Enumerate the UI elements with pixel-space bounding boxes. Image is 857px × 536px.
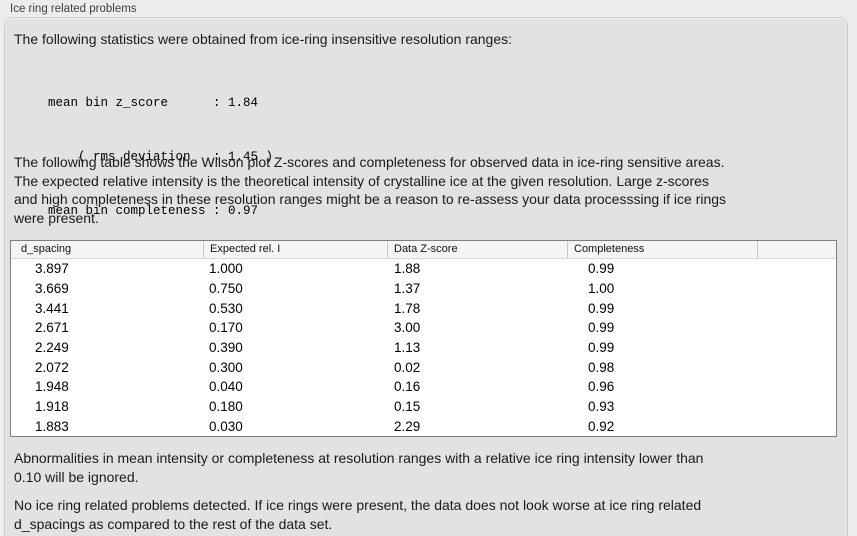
table-row[interactable]: 2.072 0.300 0.02 0.98 [11,357,836,377]
table-row[interactable]: 2.249 0.390 1.13 0.99 [11,338,836,358]
conclusion-text: No ice ring related problems detected. I… [14,496,701,533]
table-cell: 2.072 [35,359,69,375]
table-cell: 1.13 [394,340,421,356]
description-text: The following table shows the Wilson plo… [14,153,726,227]
table-row[interactable]: 1.948 0.040 0.16 0.96 [11,377,836,397]
table-cell: 3.00 [394,320,421,336]
table-cell: 3.897 [35,261,69,277]
description-line: The expected relative intensity is the t… [14,172,709,189]
table-cell: 0.530 [209,300,243,316]
table-cell: 0.030 [209,418,243,434]
table-cell: 0.15 [394,399,421,415]
table-row[interactable]: 1.918 0.180 0.15 0.93 [11,397,836,417]
intro-line: The following statistics were obtained f… [14,31,513,47]
ice-ring-table: d_spacing Expected rel. I Data Z-score C… [10,240,837,437]
table-cell: 0.92 [588,418,615,434]
table-cell: 0.180 [209,399,243,415]
table-cell: 0.96 [588,379,615,395]
column-header-completeness[interactable]: Completeness [568,241,758,258]
table-cell: 0.98 [588,359,615,375]
table-cell: 1.948 [35,379,69,395]
table-cell: 0.300 [209,359,243,375]
table-cell: 1.883 [35,418,69,434]
column-header-data-z-score[interactable]: Data Z-score [388,241,568,258]
table-cell: 3.669 [35,281,69,296]
table-cell: 0.16 [394,379,421,395]
table-row[interactable]: 3.669 0.750 1.37 1.00 [11,279,836,299]
table-cell: 0.99 [588,340,615,356]
table-cell: 0.02 [394,359,421,375]
table-header-row: d_spacing Expected rel. I Data Z-score C… [11,241,836,259]
table-row[interactable]: 3.441 0.530 1.78 0.99 [11,298,836,318]
table-cell: 2.671 [35,320,69,336]
note-line: 0.10 will be ignored. [14,468,139,485]
column-header-empty [758,241,836,258]
table-cell: 1.918 [35,399,69,415]
table-row[interactable]: 1.883 0.030 2.29 0.92 [11,416,836,436]
table-row[interactable]: 2.671 0.170 3.00 0.99 [11,318,836,338]
conclusion-line: No ice ring related problems detected. I… [14,497,702,513]
intro-text: The following statistics were obtained f… [14,30,512,49]
table-cell: 0.040 [209,379,243,395]
table-cell: 1.00 [588,281,615,296]
table-row[interactable]: 3.897 1.000 1.88 0.99 [11,259,836,279]
table-cell: 2.249 [35,340,69,356]
table-body: 3.897 1.000 1.88 0.99 3.669 0.750 1.37 1.00 3.44… [11,259,836,436]
table-cell: 0.99 [588,261,615,277]
panel-title: Ice ring related problems [10,3,137,15]
description-line: and high completeness in these resolutio… [14,191,727,207]
table-cell: 1.88 [394,261,421,277]
description-line: were present. [14,209,99,226]
description-line: The following table shows the Wilson plo… [14,154,725,170]
column-header-expected-rel-i[interactable]: Expected rel. I [204,241,388,258]
table-cell: 3.441 [35,300,69,316]
table-cell: 2.29 [394,418,421,434]
table-cell: 1.000 [209,261,243,277]
stat-mean-bin-completeness: mean bin completeness : 0.97 [48,204,259,218]
table-cell: 0.750 [209,281,243,296]
table-cell: 0.93 [588,399,615,415]
table-cell: 0.390 [209,340,243,356]
note-text: Abnormalities in mean intensity or compl… [14,449,703,486]
stat-z-score-rms: ( rms deviation : 1.45 ) [48,150,274,164]
column-header-d-spacing[interactable]: d_spacing [11,241,204,258]
table-cell: 1.37 [394,281,421,296]
conclusion-line: d_spacings as compared to the rest of th… [14,515,333,532]
table-cell: 0.170 [209,320,243,336]
note-line: Abnormalities in mean intensity or compl… [14,450,704,466]
table-cell: 1.78 [394,300,421,316]
stat-mean-bin-z-score: mean bin z_score : 1.84 [48,96,259,110]
table-cell: 0.99 [588,320,615,336]
table-cell: 0.99 [588,300,615,316]
